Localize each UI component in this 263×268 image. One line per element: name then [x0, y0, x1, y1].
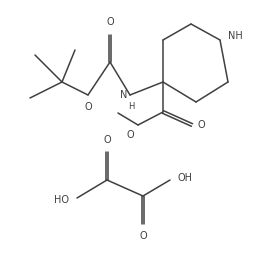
Text: O: O: [106, 17, 114, 27]
Text: NH: NH: [228, 31, 243, 41]
Text: N: N: [120, 90, 127, 100]
Text: H: H: [128, 102, 134, 111]
Text: O: O: [198, 120, 206, 130]
Text: HO: HO: [54, 195, 69, 205]
Text: O: O: [84, 102, 92, 112]
Text: OH: OH: [178, 173, 193, 183]
Text: O: O: [103, 135, 111, 145]
Text: O: O: [127, 130, 134, 140]
Text: O: O: [139, 231, 147, 241]
